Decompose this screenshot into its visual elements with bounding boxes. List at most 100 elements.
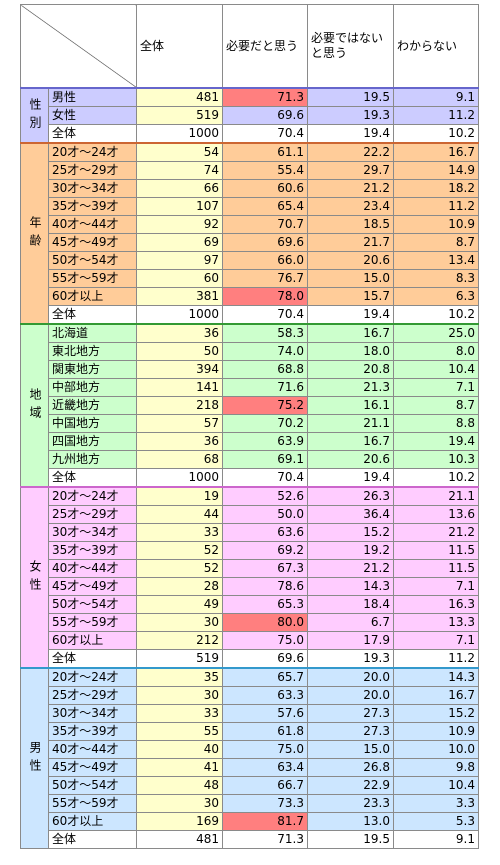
- cell-value: 70.4: [222, 124, 308, 144]
- cell-value: 55: [136, 722, 223, 741]
- group-label: 女性: [20, 486, 49, 669]
- data-row: 45才～49才 28 78.6 14.3 7.1: [21, 577, 479, 596]
- data-row: 性別 男性 481 71.3 19.5 9.1: [20, 87, 479, 144]
- cell-value: 9.8: [393, 758, 479, 777]
- row-label: 40才～44才: [48, 740, 137, 759]
- data-row: 地域 北海道 36 58.3 16.7 25.0: [20, 323, 479, 488]
- row-label: 中国地方: [48, 414, 137, 433]
- cell-value: 10.0: [393, 740, 479, 759]
- cell-value: 212: [136, 631, 223, 650]
- cell-value: 69.6: [222, 649, 308, 669]
- survey-table: 全体 必要だと思う 必要ではないと思う わからない 性別 男性 481 71.3 19.5 9.1…: [20, 4, 479, 849]
- cell-value: 18.2: [393, 179, 479, 198]
- data-row: 年齢 20才～24才 54 61.1 22.2 16.7: [20, 142, 479, 325]
- cell-value: 13.4: [393, 251, 479, 270]
- cell-value: 52: [136, 559, 223, 578]
- cell-value: 13.0: [307, 812, 394, 831]
- cell-value: 21.1: [393, 486, 479, 506]
- cell-value: 35: [136, 667, 223, 687]
- cell-value: 15.0: [307, 269, 394, 288]
- cell-value: 76.7: [222, 269, 308, 288]
- row-label: 50才～54才: [48, 595, 137, 614]
- cell-value: 394: [136, 360, 223, 379]
- row-label: 35才～39才: [48, 722, 137, 741]
- cell-value: 20.6: [307, 251, 394, 270]
- cell-value: 65.4: [222, 197, 308, 216]
- cell-value: 60.6: [222, 179, 308, 198]
- cell-value: 61.8: [222, 722, 308, 741]
- cell-value: 19.5: [307, 87, 394, 107]
- cell-value: 63.6: [222, 523, 308, 542]
- cell-value: 36: [136, 432, 223, 451]
- cell-value: 75.0: [222, 740, 308, 759]
- cell-value: 19.3: [307, 649, 394, 669]
- cell-value: 16.7: [393, 142, 479, 162]
- cell-value: 10.9: [393, 215, 479, 234]
- cell-value: 63.3: [222, 686, 308, 705]
- cell-value: 19.3: [307, 106, 394, 125]
- cell-value: 14.3: [307, 577, 394, 596]
- cell-value: 7.1: [393, 577, 479, 596]
- data-row: 45才～49才 69 69.6 21.7 8.7: [21, 233, 479, 252]
- cell-value: 13.3: [393, 613, 479, 632]
- cell-value: 381: [136, 287, 223, 306]
- row-label: 55才～59才: [48, 794, 137, 813]
- cell-value: 16.7: [307, 323, 394, 343]
- data-row: 50才～54才 49 65.3 18.4 16.3: [21, 595, 479, 614]
- cell-value: 68: [136, 450, 223, 469]
- cell-value: 22.2: [307, 142, 394, 162]
- row-label: 男性: [48, 87, 137, 107]
- cell-value: 75.2: [222, 396, 308, 415]
- cell-value: 21.2: [393, 523, 479, 542]
- cell-value: 10.2: [393, 468, 479, 488]
- cell-value: 8.7: [393, 233, 479, 252]
- cell-value: 19.2: [307, 541, 394, 560]
- cell-value: 69.6: [222, 106, 308, 125]
- cell-value: 28: [136, 577, 223, 596]
- cell-value: 73.3: [222, 794, 308, 813]
- data-row: 25才～29才 30 63.3 20.0 16.7: [21, 686, 479, 705]
- cell-value: 19.4: [307, 305, 394, 325]
- group-label: 年齢: [20, 142, 49, 325]
- row-label: 全体: [48, 468, 137, 488]
- cell-value: 19: [136, 486, 223, 506]
- row-label: 30才～34才: [48, 704, 137, 723]
- cell-value: 1000: [136, 124, 223, 144]
- group-label: 性別: [20, 87, 49, 144]
- data-row: 25才～29才 74 55.4 29.7 14.9: [21, 161, 479, 180]
- cell-value: 29.7: [307, 161, 394, 180]
- cell-value: 63.4: [222, 758, 308, 777]
- cell-value: 19.4: [307, 468, 394, 488]
- cell-value: 10.4: [393, 776, 479, 795]
- cell-value: 36: [136, 323, 223, 343]
- column-header: 必要ではないと思う: [307, 4, 394, 89]
- cell-value: 11.5: [393, 559, 479, 578]
- row-label: 関東地方: [48, 360, 137, 379]
- cell-value: 70.7: [222, 215, 308, 234]
- data-row: 60才以上 169 81.7 13.0 5.3: [21, 812, 479, 831]
- row-label: 全体: [48, 124, 137, 144]
- cell-value: 21.2: [307, 179, 394, 198]
- row-label: 55才～59才: [48, 269, 137, 288]
- cell-value: 71.3: [222, 87, 308, 107]
- cell-value: 1000: [136, 468, 223, 488]
- cell-value: 40: [136, 740, 223, 759]
- cell-value: 50.0: [222, 505, 308, 524]
- cell-value: 63.9: [222, 432, 308, 451]
- cell-value: 10.3: [393, 450, 479, 469]
- row-label: 55才～59才: [48, 613, 137, 632]
- row-label: 40才～44才: [48, 559, 137, 578]
- row-label: 中部地方: [48, 378, 137, 397]
- total-row: 全体 519 69.6 19.3 11.2: [21, 649, 479, 669]
- group-label: 地域: [20, 323, 49, 488]
- cell-value: 44: [136, 505, 223, 524]
- row-label: 45才～49才: [48, 577, 137, 596]
- cell-value: 60: [136, 269, 223, 288]
- cell-value: 70.2: [222, 414, 308, 433]
- row-label: 東北地方: [48, 342, 137, 361]
- cell-value: 15.0: [307, 740, 394, 759]
- cell-value: 65.7: [222, 667, 308, 687]
- cell-value: 27.3: [307, 704, 394, 723]
- cell-value: 14.9: [393, 161, 479, 180]
- data-row: 35才～39才 55 61.8 27.3 10.9: [21, 722, 479, 741]
